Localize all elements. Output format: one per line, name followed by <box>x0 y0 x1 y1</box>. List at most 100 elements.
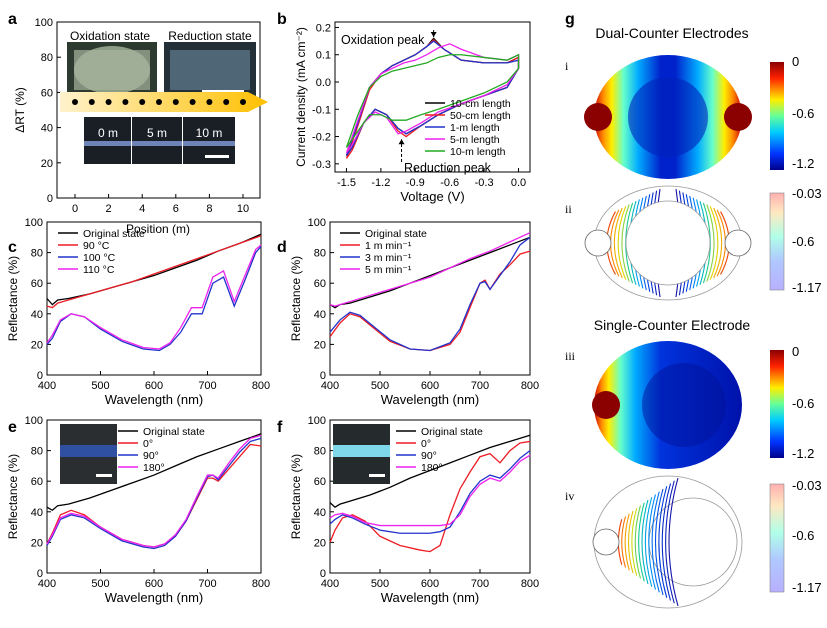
ytick-label: 0.2 <box>316 22 331 34</box>
single-contour-line <box>648 494 657 590</box>
ytick-label: 40 <box>314 507 326 519</box>
dual-contour-right-electrode <box>724 229 752 257</box>
chart-f-xlabel: Wavelength (nm) <box>381 590 480 605</box>
ytick-label: 100 <box>308 217 326 229</box>
dual-contour-line <box>706 204 715 282</box>
xtick-label: 800 <box>252 578 270 590</box>
a-ytick-label: 0 <box>47 193 53 205</box>
legend-label: 3 m min⁻¹ <box>365 252 412 264</box>
legend-label: 5 m min⁻¹ <box>365 264 412 276</box>
legend-label: 110 °C <box>83 264 115 276</box>
dual-contour-line <box>621 204 630 282</box>
xtick-label: 400 <box>321 380 339 392</box>
panel-letter-a: a <box>8 11 17 28</box>
chart-d-xlabel: Wavelength (nm) <box>381 392 480 407</box>
inset-f-fiber <box>333 445 390 457</box>
a-position-dot <box>72 99 78 105</box>
a-ytick-label: 100 <box>35 17 53 29</box>
a-position-dot <box>139 99 146 105</box>
dual-contour-line <box>713 207 723 279</box>
a-position-dot <box>105 99 112 105</box>
a-position-dot <box>240 99 246 105</box>
ytick-label: 0.0 <box>316 77 331 89</box>
oxidation-coil-body <box>74 50 150 90</box>
panel-b-chart: -0.3 -0.2 -0.1 0.0 0.1 0.2 -1.5 -1.2 -0.9 -0.6 -0.… <box>294 21 531 204</box>
dual-contour-inner <box>625 200 711 286</box>
series-line-e-3 <box>46 434 262 548</box>
xtick-label: 600 <box>421 578 439 590</box>
legend-label: 10-cm length <box>450 98 511 110</box>
panel-f-chart: 0 20 40 60 80 100 400 500 600 700 800 Wavelength (n… <box>289 415 539 605</box>
ytick-label: -0.1 <box>312 104 331 116</box>
panel-g: g Dual-Counter Electrodes Single-Counter… <box>565 11 822 609</box>
reduction-label: Reduction state <box>168 29 252 43</box>
colorbar-i <box>770 62 784 170</box>
annotation-reduction: Reduction peak <box>404 161 492 175</box>
dual-contour-line <box>617 206 627 280</box>
a-position-dot <box>122 99 129 105</box>
ytick-label: 60 <box>31 476 43 488</box>
series-line-c-2 <box>46 246 262 352</box>
ytick-label: 80 <box>31 446 43 458</box>
panel-a-ylabel: ΔRT (%) <box>13 87 27 133</box>
legend-label: Original state <box>365 228 427 240</box>
panel-a: a 0 20 40 60 80 100 0 2 4 6 8 10 ΔRT (%) Position … <box>8 11 268 236</box>
a-xtick-label: 4 <box>139 203 145 215</box>
oxidation-arrowhead <box>430 32 437 37</box>
roman-i: i <box>565 59 569 73</box>
a-ytick-label: 80 <box>41 52 53 64</box>
ytick-label: 100 <box>25 415 43 427</box>
legend-label: 90° <box>143 450 159 462</box>
xtick-label: 500 <box>371 380 389 392</box>
xtick-label: -1.2 <box>371 177 390 189</box>
single-contour-line <box>634 505 642 579</box>
chart-c-xlabel: Wavelength (nm) <box>105 392 204 407</box>
reduction-arrowhead <box>398 139 405 145</box>
dual-left-electrode <box>584 103 612 131</box>
series-line-f-1 <box>329 440 531 553</box>
cbar-i-bot: -1.2 <box>792 156 814 171</box>
roman-iii: iii <box>565 349 576 363</box>
panel-letter-b: b <box>277 11 287 28</box>
cbar-ii-mid: -0.6 <box>792 234 814 249</box>
cbar-iv-mid: -0.6 <box>792 528 814 543</box>
dual-right-electrode <box>724 103 752 131</box>
panel-a-dots <box>72 99 246 105</box>
cbar-ii-top: -0.03 <box>792 186 822 201</box>
panel-f-inset <box>333 424 390 484</box>
cbar-iv-top: -0.03 <box>792 478 822 493</box>
xtick-label: 700 <box>471 578 489 590</box>
legend-label: 10-m length <box>450 146 506 158</box>
a-ytick-label: 60 <box>41 87 53 99</box>
single-contour-line <box>658 486 668 598</box>
dual-contour-line <box>613 207 623 279</box>
single-inner-region <box>642 363 726 447</box>
single-contour-electrode <box>592 528 620 556</box>
a-position-dot <box>223 99 230 105</box>
panel-letter-d: d <box>277 239 287 256</box>
panel-a-frame <box>56 21 261 199</box>
single-contour-line <box>661 483 672 601</box>
single-contour-line <box>655 488 664 596</box>
xtick-label: 700 <box>198 578 216 590</box>
panel-a-xlabel: Position (m) <box>126 222 190 236</box>
xtick-label: 800 <box>252 380 270 392</box>
ytick-label: 40 <box>314 309 326 321</box>
panel-letter-e: e <box>8 419 17 436</box>
series-line-c-0 <box>46 233 262 306</box>
dual-inner-region <box>628 77 708 157</box>
ytick-label: 40 <box>31 309 43 321</box>
inset-f-scale-bar <box>369 474 385 477</box>
single-contour-line <box>627 510 634 574</box>
a-xtick-label: 2 <box>106 203 112 215</box>
ytick-label: 40 <box>31 507 43 519</box>
segment-photo-0m <box>84 117 131 164</box>
position-arrow <box>60 92 268 112</box>
ytick-label: 60 <box>314 278 326 290</box>
a-ytick-label: 20 <box>41 158 53 170</box>
legend-label: Original state <box>421 426 483 438</box>
ytick-label: 0.1 <box>316 50 331 62</box>
chart-e-ylabel: Reflectance (%) <box>6 454 20 539</box>
xtick-label: 400 <box>38 380 56 392</box>
single-electrode <box>592 391 620 419</box>
